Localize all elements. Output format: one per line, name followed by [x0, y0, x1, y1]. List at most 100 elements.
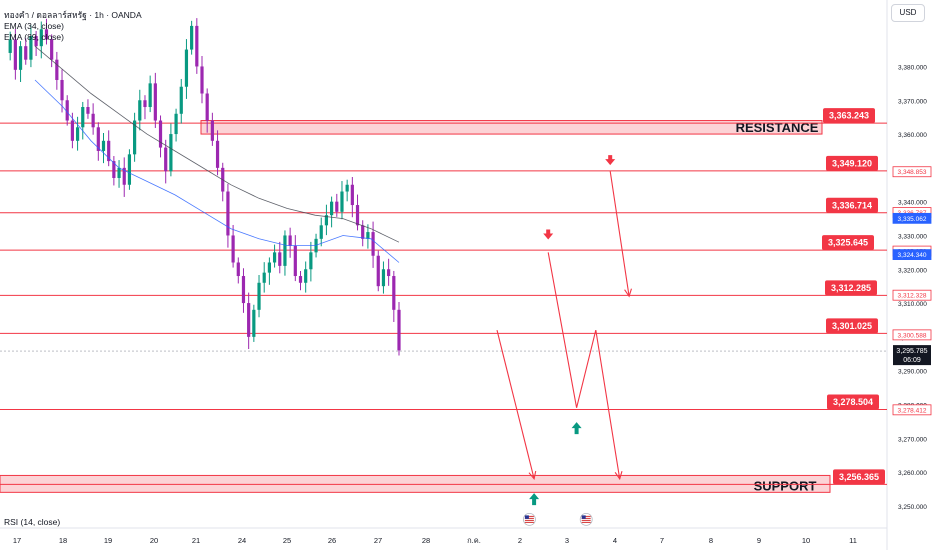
- price-tag-text: 3,278.412: [898, 407, 927, 414]
- candle-body-10: [55, 59, 59, 80]
- candle-body-1: [8, 39, 12, 53]
- candle-body-38: [200, 66, 204, 94]
- candle-body-50: [262, 272, 266, 283]
- candle-body-72: [376, 255, 380, 287]
- candle-body-71: [371, 232, 375, 256]
- candle-body-70: [366, 232, 370, 239]
- price-tag-2: 3,335.062: [892, 212, 932, 224]
- y-tick-label: 3,290.000: [898, 369, 927, 376]
- candle-body-46: [241, 276, 246, 304]
- candle-body-36: [190, 25, 194, 50]
- zone-label-resistance: RESISTANCE: [736, 120, 819, 135]
- y-tick-label: 3,310.000: [898, 301, 927, 308]
- projection-path-1: [547, 252, 621, 479]
- x-tick-label: 28: [422, 536, 430, 545]
- level-label-text: 3,312.285: [831, 283, 871, 293]
- candle-body-45: [236, 262, 240, 277]
- arrow-down-icon: [605, 155, 616, 166]
- x-tick-label: 4: [613, 536, 617, 545]
- x-tick-label: 10: [802, 536, 810, 545]
- candle-body-2: [13, 39, 17, 70]
- price-tag-5: 3,312.328: [892, 289, 932, 301]
- currency-button[interactable]: USD: [891, 4, 925, 22]
- candle-body-8: [44, 29, 49, 40]
- price-tag-text: 3,300.588: [898, 332, 927, 339]
- candle-body-59: [309, 252, 313, 270]
- candle-body-24: [127, 154, 132, 185]
- candle-body-3: [18, 46, 23, 70]
- arrow-up-icon: [529, 493, 540, 506]
- x-tick-label: ก.ค.: [467, 536, 481, 545]
- candle-body-33: [174, 113, 178, 135]
- level-label-text: 3,325.645: [828, 238, 868, 248]
- x-tick-label: 26: [328, 536, 336, 545]
- candle-body-55: [288, 235, 292, 246]
- candle-body-53: [278, 252, 282, 266]
- y-tick-label: 3,330.000: [898, 233, 927, 240]
- candle-body-5: [29, 36, 33, 60]
- projection-path-0: [496, 329, 535, 479]
- candle-body-18: [96, 127, 100, 151]
- candle-body-17: [91, 113, 95, 128]
- x-tick-label: 20: [150, 536, 158, 545]
- candle-body-43: [226, 191, 230, 236]
- x-tick-label: 3: [565, 536, 569, 545]
- x-tick-label: 25: [283, 536, 291, 545]
- candle-body-34: [179, 86, 183, 114]
- candle-body-7: [39, 29, 43, 47]
- candle-body-23: [122, 167, 126, 185]
- candle-body-52: [272, 252, 277, 263]
- candle-body-40: [210, 120, 214, 141]
- arrow-up-icon: [571, 422, 582, 435]
- ema-89-legend[interactable]: EMA (89, close): [4, 32, 64, 42]
- level-label-text: 3,278.504: [833, 397, 873, 407]
- rsi-legend[interactable]: RSI (14, close): [4, 517, 61, 527]
- candle-body-15: [81, 107, 85, 128]
- price-tag-6: 3,300.588: [892, 329, 932, 341]
- x-tick-label: 24: [238, 536, 246, 545]
- candle-body-41: [215, 140, 220, 168]
- candle-body-73: [381, 269, 386, 287]
- candle-body-13: [70, 120, 74, 141]
- candle-body-22: [117, 167, 121, 178]
- candle-body-30: [158, 120, 163, 148]
- level-label-5: 3,301.025: [826, 318, 878, 334]
- x-tick-label: 11: [849, 536, 857, 545]
- candle-body-20: [107, 140, 111, 162]
- x-tick-label: 9: [757, 536, 761, 545]
- candle-body-76: [397, 309, 401, 351]
- candle-body-35: [184, 49, 189, 87]
- projection-arrowhead-0: [528, 470, 537, 481]
- candle-body-51: [267, 262, 271, 273]
- candle-body-75: [392, 276, 396, 310]
- candle-body-25: [133, 120, 137, 155]
- candle-body-39: [205, 93, 209, 121]
- arrow-down-icon: [543, 229, 554, 240]
- candle-body-54: [283, 235, 287, 266]
- candle-body-37: [195, 25, 199, 67]
- price-tag-text: 3,348.853: [898, 169, 927, 176]
- candle-body-61: [319, 225, 323, 239]
- candle-body-28: [148, 83, 152, 108]
- ema-34-legend[interactable]: EMA (34, close): [4, 21, 64, 31]
- projection-path-2: [609, 171, 630, 297]
- candle-body-9: [50, 39, 54, 60]
- candle-body-56: [293, 245, 297, 277]
- candle-body-16: [86, 107, 90, 114]
- projection-arrowhead-1: [614, 470, 623, 481]
- us-flag-icon: [579, 512, 593, 526]
- y-tick-label: 3,360.000: [898, 132, 927, 139]
- candle-body-62: [324, 215, 329, 226]
- price-tag-0: 3,348.853: [892, 166, 932, 178]
- candle-body-68: [355, 205, 360, 226]
- y-tick-label: 3,380.000: [898, 64, 927, 71]
- zone-resistance: [200, 120, 823, 135]
- ema-89-line: [34, 45, 400, 243]
- zone-label-support: SUPPORT: [754, 478, 817, 493]
- y-tick-label: 3,270.000: [898, 436, 927, 443]
- chart-symbol[interactable]: ทองคำ / ดอลลาร์สหรัฐ · 1h · OANDA: [4, 10, 142, 20]
- y-tick-label: 3,260.000: [898, 470, 927, 477]
- candle-body-14: [75, 127, 80, 141]
- candle-body-26: [138, 100, 142, 121]
